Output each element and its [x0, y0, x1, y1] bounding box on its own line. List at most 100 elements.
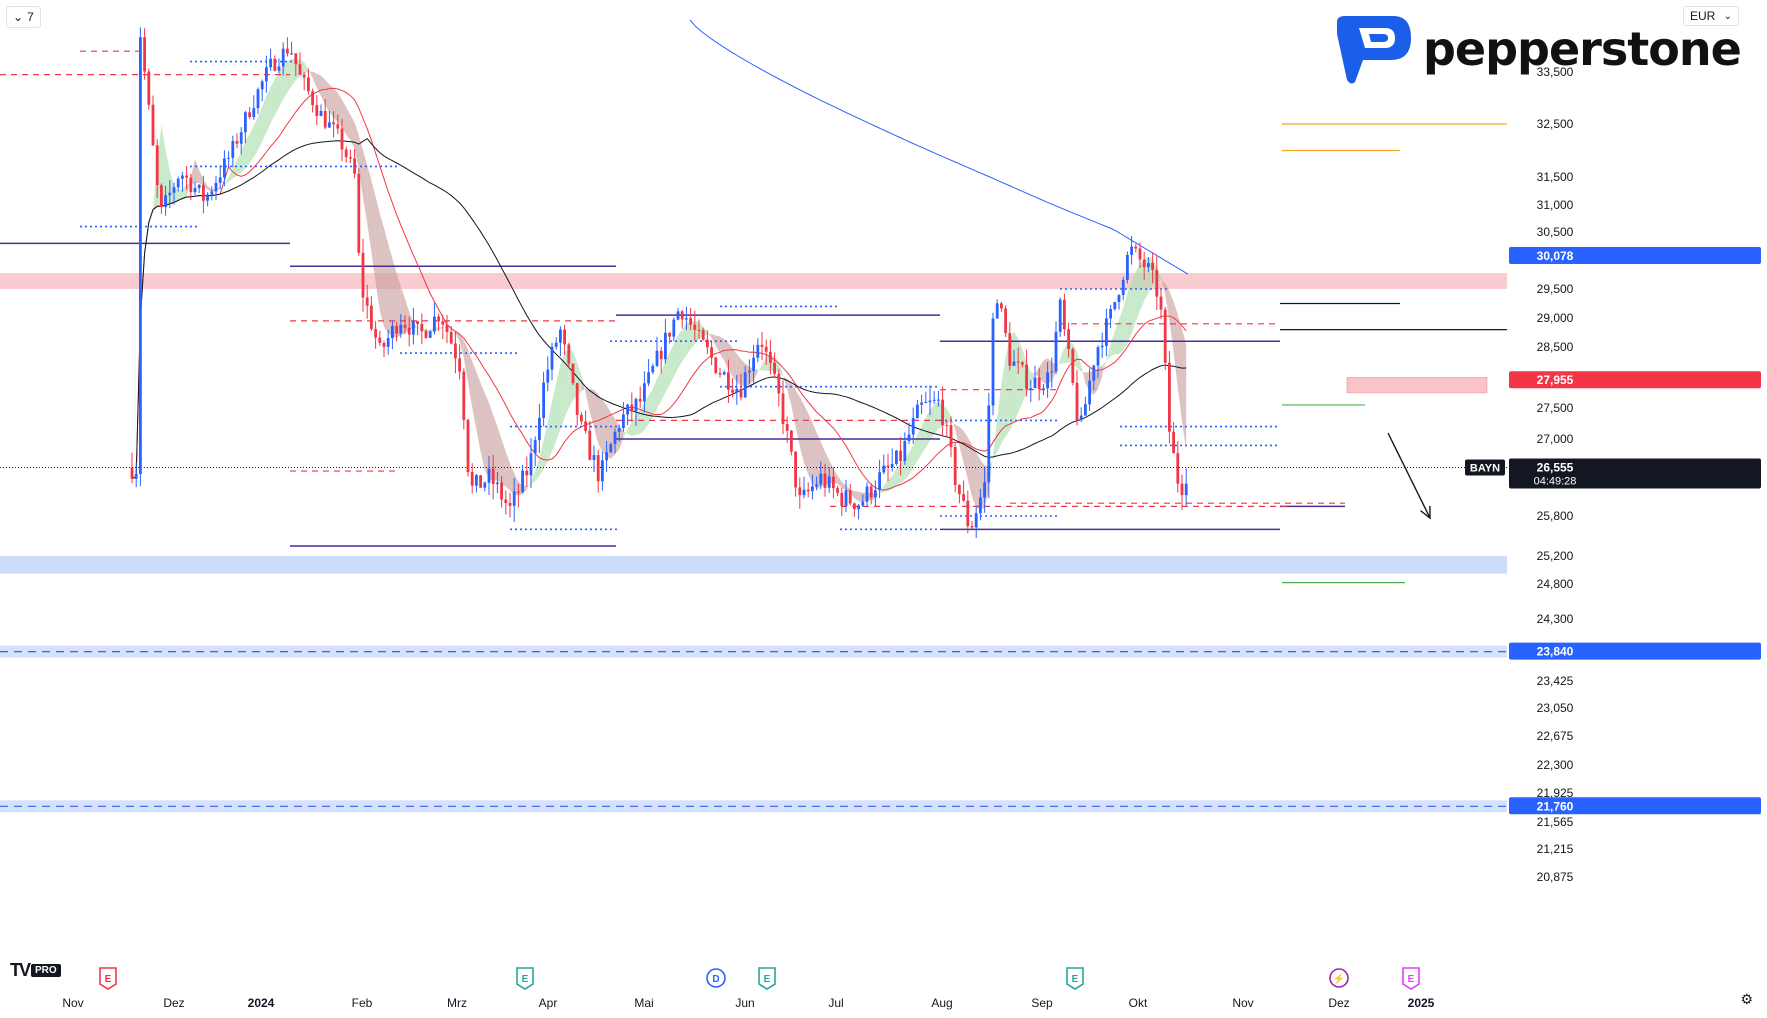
ema-ribbon — [791, 383, 796, 427]
candle-body — [781, 393, 785, 424]
y-tick-label-5: 29,500 — [1537, 282, 1574, 296]
candle-body — [1168, 362, 1171, 432]
ema-ribbon — [346, 107, 351, 141]
y-tick-label-10: 25,800 — [1537, 509, 1574, 523]
ema-ribbon — [472, 361, 477, 430]
event-label-0: E — [105, 974, 112, 985]
ema-ribbon — [375, 196, 380, 311]
y-tick-label-2: 31,500 — [1537, 170, 1574, 184]
candle-body — [727, 372, 730, 390]
candle-body — [189, 177, 193, 193]
candle-body — [970, 526, 974, 528]
ema-ribbon — [501, 438, 506, 487]
earnings-icon — [758, 967, 776, 990]
candle-body — [319, 111, 323, 116]
ema-ribbon — [1165, 282, 1170, 322]
candle-body — [466, 419, 470, 473]
candle-body — [273, 58, 277, 71]
candle-body — [340, 128, 344, 150]
earnings-icon — [516, 967, 534, 990]
candle-body — [710, 347, 713, 358]
ema-ribbon — [648, 388, 653, 424]
candle-body — [412, 321, 415, 335]
x-tick-label-1: Dez — [163, 996, 184, 1010]
candle-body — [454, 343, 457, 359]
interval-label: 7 — [27, 10, 34, 24]
currency-selector[interactable]: EUR ⌄ — [1683, 6, 1739, 26]
candle-body — [701, 330, 705, 340]
candle-body — [941, 399, 944, 426]
candle-body — [311, 91, 314, 106]
candle-body — [517, 491, 520, 493]
candle-body — [991, 318, 995, 406]
candle-body — [651, 365, 655, 373]
candle-body — [214, 182, 218, 192]
ema-ribbon — [736, 353, 741, 386]
candle-body — [1092, 365, 1096, 381]
y-tick-label-4: 30,500 — [1537, 225, 1574, 239]
candle-body — [773, 362, 776, 374]
candle-body — [1075, 382, 1079, 421]
ema-ribbon — [913, 434, 918, 469]
ema-ribbon — [556, 364, 561, 442]
chevron-down-icon: ⌄ — [13, 10, 24, 24]
ema-ribbon — [644, 395, 649, 431]
y-tick-label-13: 24,300 — [1537, 612, 1574, 626]
price-label-bg-1 — [1509, 371, 1761, 389]
candle-body — [1096, 347, 1100, 366]
y-tick-label-11: 25,200 — [1537, 549, 1574, 563]
ema-ribbon — [921, 417, 926, 454]
y-tick-label-19: 21,565 — [1537, 815, 1574, 829]
candle-body — [168, 192, 172, 196]
x-tick-label-5: Apr — [539, 996, 558, 1010]
candle-body — [424, 331, 428, 338]
ema-ribbon — [715, 335, 720, 354]
ema-ribbon — [329, 84, 334, 118]
candle-body — [718, 373, 722, 375]
ema-ribbon — [552, 383, 557, 452]
candle-body — [601, 460, 604, 482]
candle-body — [1016, 361, 1020, 363]
candle-body — [861, 501, 865, 506]
candle-body — [357, 173, 361, 253]
ema-ribbon — [967, 437, 972, 497]
ema-ribbon — [392, 258, 397, 338]
candle-body — [218, 177, 222, 183]
price-label-2: 26,555 — [1537, 461, 1574, 475]
x-tick-label-10: Sep — [1031, 996, 1053, 1010]
candle-body — [844, 490, 848, 506]
candle-body — [790, 430, 793, 452]
ema-ribbon — [396, 273, 401, 338]
candle-body — [680, 311, 684, 320]
candle-body — [1079, 415, 1083, 421]
candle-body — [676, 311, 680, 320]
candle-body — [386, 338, 390, 347]
event-label-3: E — [764, 974, 771, 985]
candle-body — [668, 332, 671, 337]
brand-logo: pepperstone — [1333, 14, 1742, 84]
ema-ribbon — [888, 476, 893, 492]
candle-body — [370, 305, 373, 329]
gear-icon[interactable]: ⚙ — [1740, 991, 1753, 1007]
interval-selector[interactable]: ⌄ 7 — [6, 6, 41, 28]
ema-ribbon — [665, 352, 670, 393]
candle-body — [1117, 295, 1121, 302]
time-axis: Nov Dez 2024 Feb Mrz Apr Mai Jun Jul Aug Sep Okt Nov… — [62, 996, 1434, 1010]
ma-black-line — [131, 137, 1187, 480]
candle-body — [1084, 404, 1087, 416]
candle-body — [979, 497, 982, 514]
ema-ribbon — [1135, 264, 1140, 322]
candle-body — [437, 316, 440, 322]
ema-ribbon — [652, 378, 657, 418]
candle-body — [332, 122, 335, 125]
ema-ribbon — [560, 352, 565, 429]
ema-ribbon — [384, 228, 389, 334]
candle-body — [1172, 431, 1175, 454]
ema-ribbon — [308, 69, 313, 78]
x-tick-label-3: Feb — [352, 996, 373, 1010]
ema-ribbon — [195, 159, 200, 184]
candle-body — [571, 363, 575, 384]
candle-body — [995, 303, 999, 319]
ema-ribbon — [1173, 301, 1178, 389]
